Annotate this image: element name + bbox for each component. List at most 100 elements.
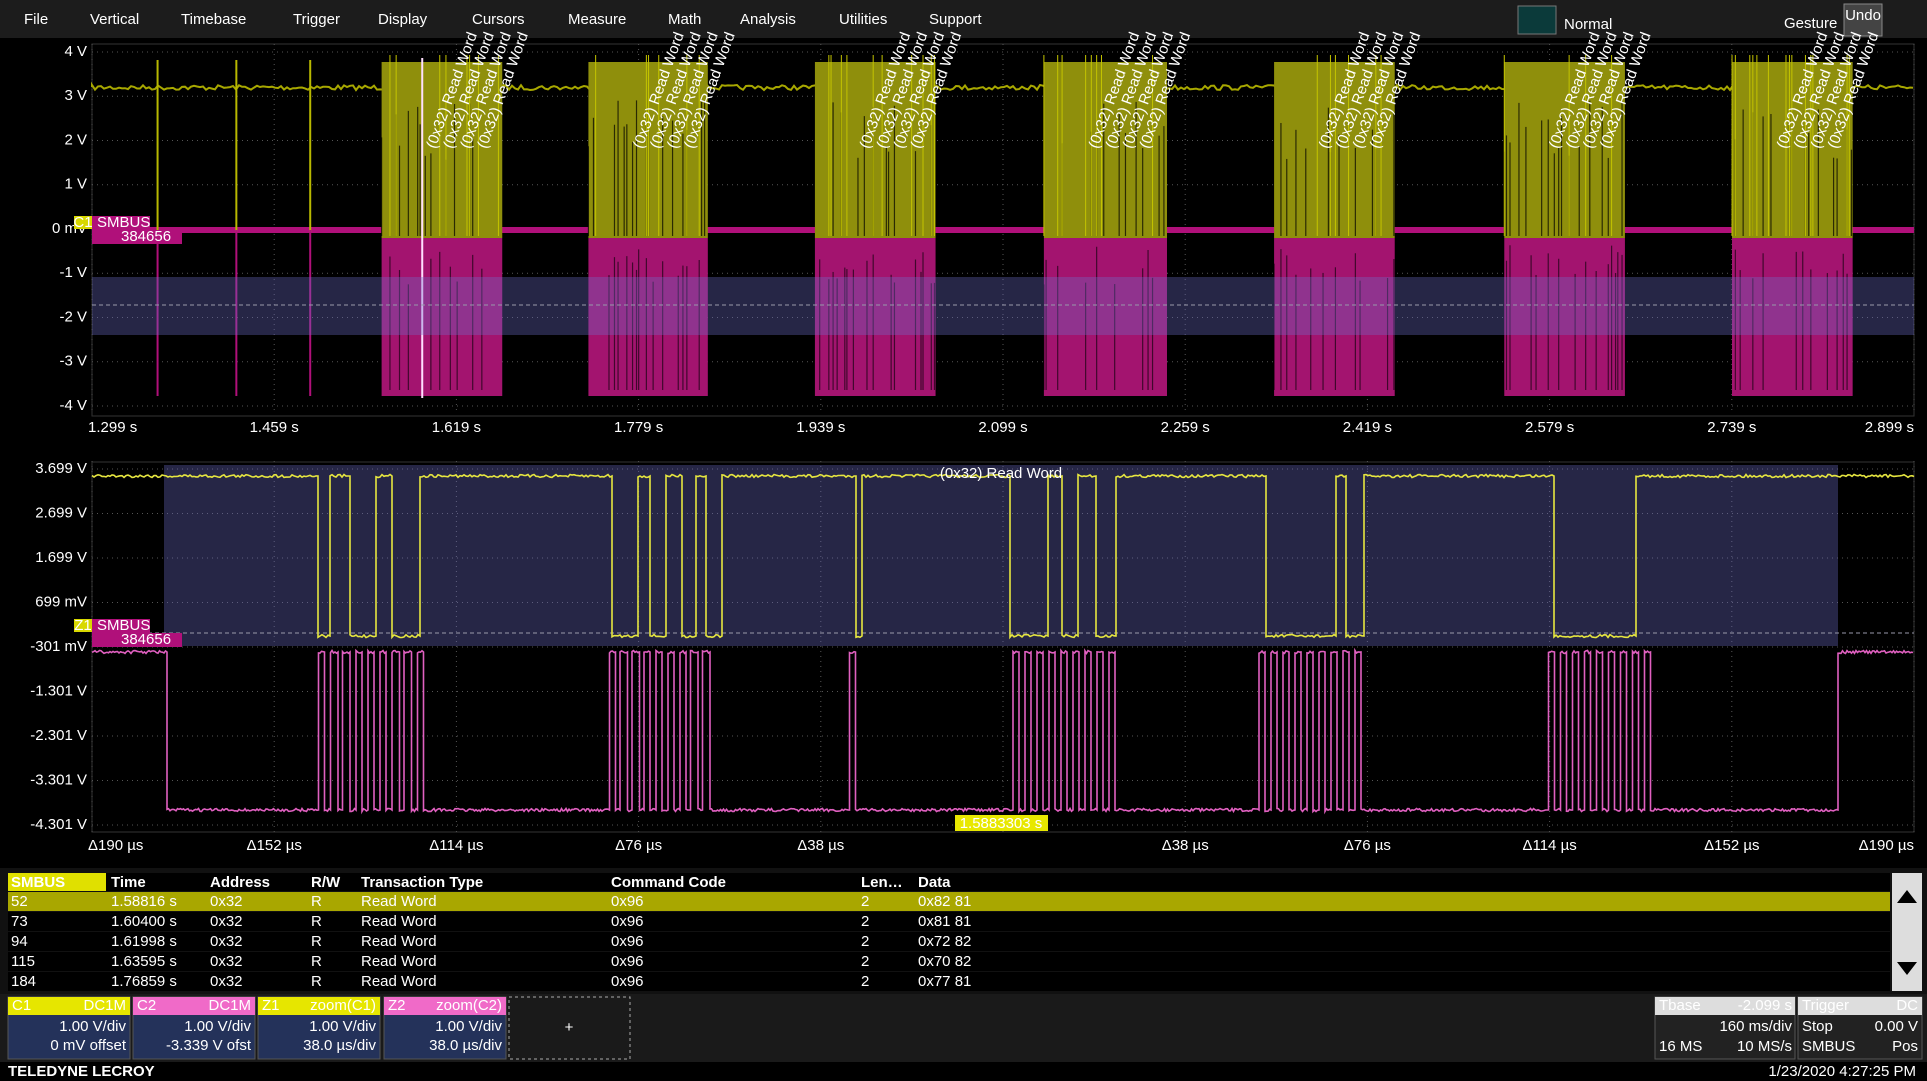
table-cell: 0x70 82 [918,953,971,970]
x-tick-label: Δ114 µs [1522,837,1576,854]
table-row[interactable] [8,972,1890,991]
table-column-header[interactable]: R/W [311,874,341,891]
scroll-up[interactable] [1897,890,1917,903]
table-cell: 2 [861,933,869,950]
table-cell: 1.58816 s [111,893,177,910]
x-tick-label: Δ76 µs [615,837,662,854]
add-channel[interactable] [508,996,631,1060]
table-cell: 73 [11,913,28,930]
x-tick-label: Δ38 µs [1162,837,1209,854]
add-channel-label[interactable]: + [565,1019,574,1036]
decode-overlay [164,465,1838,646]
c1-burst [1274,62,1395,238]
table-column-header[interactable]: Command Code [611,874,726,891]
table-cell: 2 [861,913,869,930]
zoom-band [92,277,1914,335]
channel-header [8,997,130,1015]
table-column-header[interactable]: Data [918,874,951,891]
table-row[interactable] [8,932,1890,951]
table-cell: 0x81 81 [918,913,971,930]
x-tick-label: 2.099 s [978,419,1027,436]
menu-item[interactable]: Utilities [839,11,887,28]
y-tick-label: 2.699 V [35,504,87,521]
channel-header [258,997,380,1015]
table-column-header[interactable]: Address [210,874,270,891]
menu-bar [0,0,1927,38]
channel-name: Z1 [262,997,280,1014]
x-tick-label: Δ190 µs [1859,837,1914,854]
channel-coupling: DC1M [83,997,126,1014]
timebase-offset: -2.099 s [1738,997,1792,1014]
table-cell: 0x96 [611,913,644,930]
y-tick-label: -1.301 V [30,682,87,699]
y-tick-label: -4.301 V [30,816,87,833]
menu-item[interactable]: Trigger [293,11,340,28]
x-tick-label: Δ38 µs [797,837,844,854]
table-cell: 0x32 [210,933,243,950]
timebase-rate: 10 MS/s [1737,1038,1792,1055]
undo-label[interactable]: Undo [1845,7,1881,24]
channel-marker-box [74,619,92,632]
table-column-header[interactable]: SMBUS [11,874,65,891]
table-cell: R [311,913,322,930]
table-column-header[interactable]: Transaction Type [361,874,483,891]
gesture-label[interactable]: Gesture [1784,15,1837,32]
x-tick-label: 2.899 s [1865,419,1914,436]
undo-button[interactable] [1843,3,1883,37]
x-tick-label: 2.259 s [1161,419,1210,436]
channel-setting: 1.00 V/div [309,1018,376,1035]
menu-item[interactable]: Cursors [472,11,525,28]
table-row[interactable] [8,952,1890,971]
channel-marker: C1 [73,214,92,231]
table-cell: R [311,933,322,950]
table-row[interactable] [8,892,1890,911]
y-tick-label: -3.301 V [30,771,87,788]
trace-value-box [92,633,182,647]
c2-burst [1732,238,1853,396]
channel-setting: 1.00 V/div [184,1018,251,1035]
channel-name: Z2 [388,997,406,1014]
x-tick-label: 1.779 s [614,419,663,436]
channel-header [133,997,255,1015]
table-cell: 0x32 [210,953,243,970]
table-column-header[interactable]: Len… [861,874,903,891]
trace-label-box [92,216,150,230]
menu-item[interactable]: File [24,11,48,28]
menu-item[interactable]: Vertical [90,11,139,28]
x-tick-label: 2.739 s [1707,419,1756,436]
menu-item[interactable]: Math [668,11,701,28]
z1-trace [91,472,1915,640]
menu-item[interactable]: Analysis [740,11,796,28]
scroll-down[interactable] [1897,962,1917,975]
menu-item[interactable]: Timebase [181,11,246,28]
y-tick-label: -4 V [59,397,87,414]
table-row[interactable] [8,912,1890,931]
table-cell: Read Word [361,953,437,970]
display-mode[interactable]: Normal [1564,16,1612,33]
menu-item[interactable]: Support [929,11,982,28]
table-cell: Read Word [361,913,437,930]
x-tick-label: Δ114 µs [429,837,483,854]
x-tick-label: Δ190 µs [88,837,143,854]
x-tick-label: 1.939 s [796,419,845,436]
channel-setting: 1.00 V/div [59,1018,126,1035]
y-tick-label: 4 V [64,43,87,60]
table-cell: 0x96 [611,953,644,970]
table-cell: 1.61998 s [111,933,177,950]
cursor-time: 1.5883303 s [960,815,1043,832]
trigger-source: SMBUS [1802,1038,1855,1055]
channel-marker-box [74,216,92,229]
table-cell: 0x32 [210,893,243,910]
channel-setting: 0 mV offset [50,1037,126,1054]
menu-item[interactable]: Display [378,11,428,28]
trigger-mode: Stop [1802,1018,1833,1035]
channel-setting: 1.00 V/div [435,1018,502,1035]
top-waveforms: (0x32) Read Word(0x32) Read Word(0x32) R… [91,30,1914,398]
c2-burst [1043,238,1167,396]
table-cell: 0x96 [611,973,644,990]
trigger-slope: Pos [1892,1038,1918,1055]
table-cell: 52 [11,893,28,910]
menu-item[interactable]: Measure [568,11,626,28]
c1-burst [1043,62,1167,238]
table-column-header[interactable]: Time [111,874,146,891]
